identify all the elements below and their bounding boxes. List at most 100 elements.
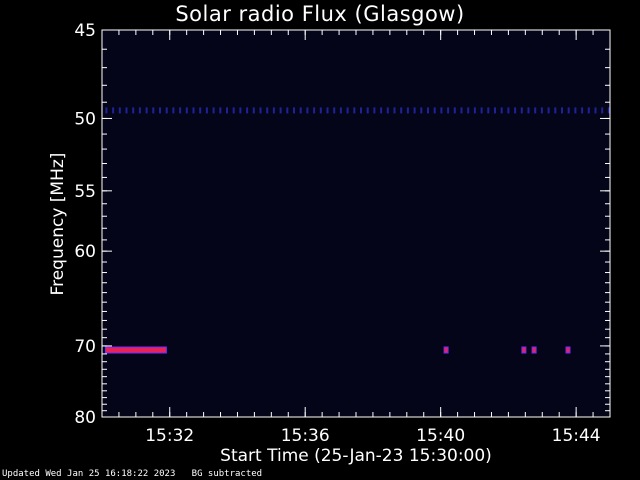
band-mark [313,107,316,114]
band-feature-0 [105,107,610,114]
plot-background [102,30,610,417]
emission-mark-3 [521,346,527,354]
band-mark [561,107,563,114]
y-tick-label: 45 [74,21,96,41]
band-mark [159,107,161,114]
band-mark [185,107,188,114]
band-mark [601,107,604,114]
band-mark [567,107,570,114]
band-mark [473,107,476,114]
band-mark [105,107,108,114]
band-mark [192,107,195,114]
emission-mark-4 [531,346,537,354]
chart-title: Solar radio Flux (Glasgow) [175,2,465,26]
band-mark [540,107,543,114]
axis-ticks: 15:32 15:36 15:40 15:44 45 50 55 60 70 80 [74,21,611,446]
band-mark [373,107,376,114]
band-mark [259,107,262,114]
band-mark [138,107,141,114]
x-tick-label: 15:40 [416,426,465,446]
band-mark [326,107,329,114]
band-mark [172,107,175,114]
band-mark [427,107,429,114]
y-tick-label: 60 [74,242,96,262]
band-mark [380,107,383,114]
band-mark [286,107,289,114]
band-mark [400,107,403,114]
band-mark [420,107,423,114]
band-mark [514,107,517,114]
emission-features [104,107,610,354]
band-mark [581,107,584,114]
band-mark [205,107,208,114]
band-mark [594,107,597,114]
band-mark [319,107,322,114]
band-mark [487,107,490,114]
band-mark [199,107,202,114]
band-mark [118,107,121,114]
band-mark [353,107,356,114]
bg-subtracted-note: BG subtracted [191,469,263,479]
band-mark [239,107,242,114]
band-mark [534,107,537,114]
band-mark [413,107,416,114]
band-mark [433,107,436,114]
band-mark [507,107,510,114]
y-tick-label: 70 [74,337,96,357]
band-mark [440,107,443,114]
band-mark [607,107,610,114]
band-mark [226,107,228,114]
band-mark [266,107,269,114]
y-tick-label: 80 [74,408,96,428]
band-mark [279,107,282,114]
band-mark [145,107,148,114]
band-mark [339,107,342,114]
x-tick-label: 15:44 [552,426,601,446]
y-tick-label: 55 [74,182,96,202]
band-mark [219,107,222,114]
band-mark [232,107,235,114]
x-tick-label: 15:36 [281,426,330,446]
band-mark [165,107,168,114]
x-tick-label: 15:32 [145,426,194,446]
band-mark [453,107,456,114]
band-mark [272,107,275,114]
emission-mark-2 [443,346,449,354]
band-mark [366,107,369,114]
band-mark [132,107,135,114]
band-mark [246,107,249,114]
band-mark [467,107,470,114]
band-mark [480,107,483,114]
band-mark [520,107,523,114]
band-mark [306,107,309,114]
footer-status: Updated Wed Jan 25 16:18:22 2023 BG subt… [2,469,262,479]
band-mark [252,107,255,114]
band-mark [293,107,295,114]
band-mark [125,107,128,114]
emission-mark-1 [104,346,167,354]
band-mark [112,107,115,114]
band-mark [299,107,302,114]
band-mark [393,107,396,114]
band-mark [554,107,557,114]
band-mark [212,107,215,114]
emission-mark-5 [565,346,571,354]
band-mark [179,107,182,114]
band-mark [447,107,450,114]
updated-timestamp: Updated Wed Jan 25 16:18:22 2023 [2,469,176,479]
band-mark [494,107,496,114]
band-mark [386,107,389,114]
band-mark [587,107,590,114]
band-mark [500,107,503,114]
band-mark [527,107,530,114]
y-axis-title: Frequency [MHz] [48,153,68,296]
band-mark [333,107,336,114]
band-mark [574,107,577,114]
band-mark [152,107,155,114]
band-mark [406,107,409,114]
band-mark [360,107,362,114]
band-mark [547,107,550,114]
y-tick-label: 50 [74,109,96,129]
x-axis-title: Start Time (25-Jan-23 15:30:00) [220,446,492,466]
band-mark [346,107,349,114]
